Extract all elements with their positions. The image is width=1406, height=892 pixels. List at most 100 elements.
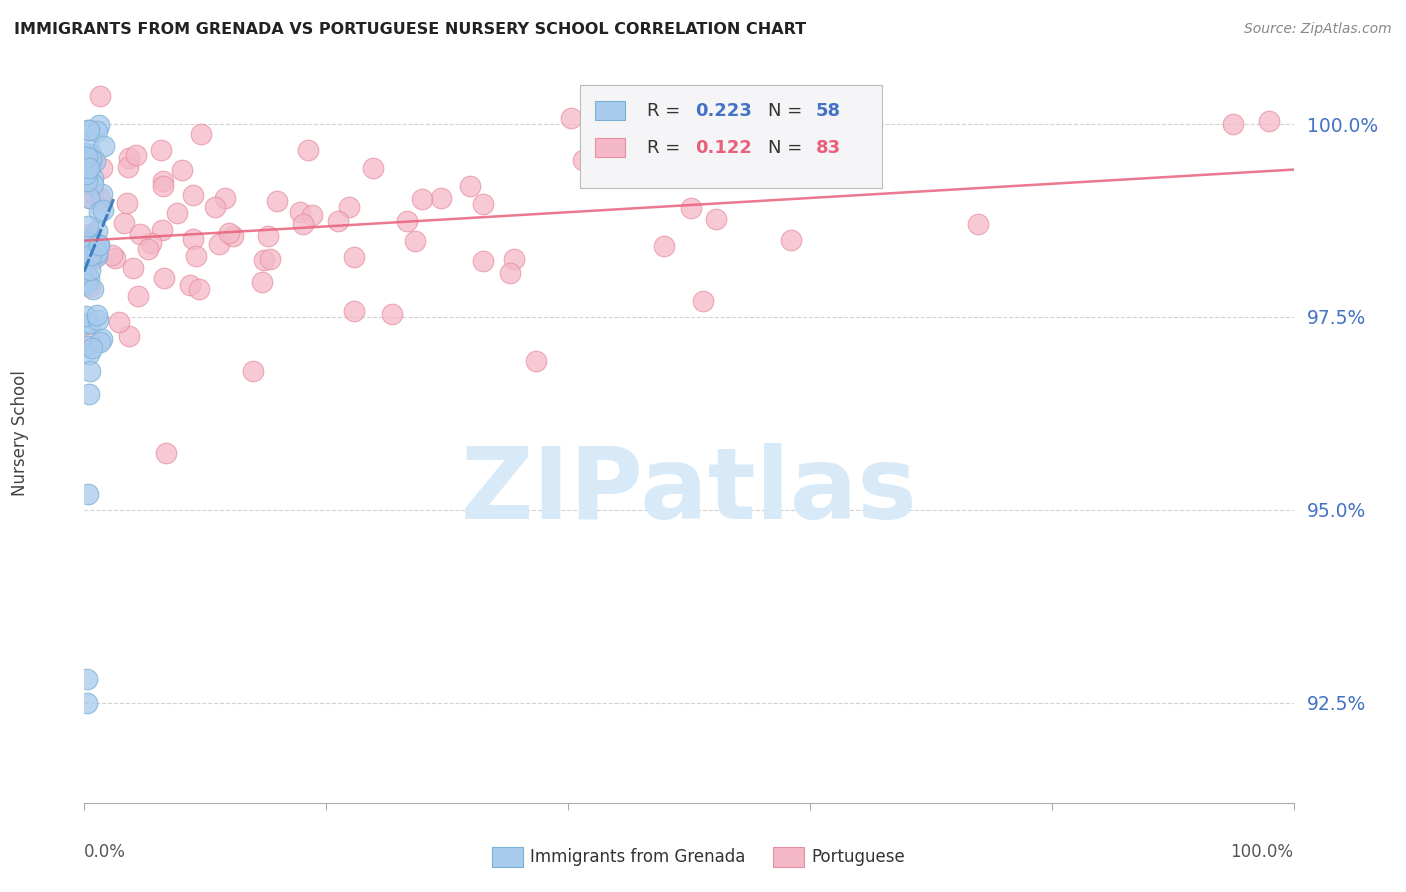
- Point: [141, 235, 163, 250]
- Point: [73, 145, 96, 160]
- Point: [181, 232, 204, 246]
- Point: [153, 271, 176, 285]
- Point: [77, 191, 100, 205]
- Point: [290, 205, 312, 219]
- Point: [654, 239, 676, 253]
- Point: [780, 233, 803, 247]
- Point: [91, 161, 114, 175]
- Point: [112, 216, 135, 230]
- Point: [77, 123, 100, 137]
- Point: [150, 223, 173, 237]
- Point: [100, 248, 122, 262]
- Point: [79, 232, 101, 246]
- Point: [76, 150, 98, 164]
- Point: [458, 178, 481, 193]
- FancyBboxPatch shape: [595, 138, 624, 157]
- Point: [80, 252, 103, 267]
- Point: [104, 251, 127, 265]
- Point: [76, 174, 98, 188]
- Point: [138, 242, 160, 256]
- Point: [80, 248, 103, 262]
- Point: [76, 696, 98, 710]
- Point: [77, 241, 100, 255]
- Point: [150, 143, 173, 157]
- Point: [179, 277, 201, 292]
- Point: [181, 187, 204, 202]
- Text: N =: N =: [768, 102, 807, 120]
- Point: [75, 163, 97, 178]
- Text: Source: ZipAtlas.com: Source: ZipAtlas.com: [1244, 22, 1392, 37]
- Text: 0.122: 0.122: [695, 138, 752, 157]
- Point: [117, 161, 139, 175]
- Point: [77, 235, 100, 249]
- Point: [86, 308, 108, 322]
- Text: ZIPatlas: ZIPatlas: [461, 443, 917, 541]
- Point: [90, 332, 112, 346]
- Point: [127, 288, 149, 302]
- Point: [80, 152, 103, 166]
- Point: [430, 191, 453, 205]
- Point: [76, 158, 98, 172]
- Point: [79, 227, 101, 242]
- Point: [704, 211, 727, 226]
- Point: [93, 139, 115, 153]
- Point: [472, 196, 495, 211]
- Text: R =: R =: [647, 138, 686, 157]
- Point: [252, 275, 274, 289]
- Point: [77, 271, 100, 285]
- Point: [166, 206, 188, 220]
- Point: [76, 277, 98, 291]
- Point: [86, 124, 108, 138]
- Point: [89, 89, 111, 103]
- Point: [87, 238, 110, 252]
- Point: [83, 154, 105, 169]
- Text: N =: N =: [768, 138, 807, 157]
- Point: [343, 303, 366, 318]
- Point: [87, 313, 110, 327]
- Point: [208, 237, 231, 252]
- Point: [75, 309, 97, 323]
- Point: [343, 250, 366, 264]
- Point: [118, 329, 141, 343]
- Point: [86, 246, 108, 260]
- Point: [80, 147, 103, 161]
- Point: [125, 148, 148, 162]
- Point: [77, 347, 100, 361]
- Point: [129, 227, 152, 241]
- Y-axis label: Nursery School: Nursery School: [11, 369, 28, 496]
- Point: [756, 99, 779, 113]
- Point: [79, 280, 101, 294]
- Point: [571, 153, 593, 167]
- Point: [87, 118, 110, 132]
- Point: [692, 293, 714, 308]
- Point: [86, 224, 108, 238]
- Point: [121, 260, 143, 275]
- Point: [77, 161, 100, 176]
- Point: [76, 339, 98, 353]
- Point: [253, 252, 276, 267]
- Point: [259, 252, 281, 267]
- Point: [76, 673, 98, 687]
- Point: [73, 317, 96, 331]
- Point: [658, 158, 681, 172]
- Point: [75, 162, 97, 177]
- Point: [184, 249, 207, 263]
- Point: [170, 163, 193, 178]
- Point: [361, 161, 384, 175]
- Point: [681, 201, 703, 215]
- Point: [328, 214, 350, 228]
- FancyBboxPatch shape: [581, 85, 883, 188]
- Text: 83: 83: [815, 138, 841, 157]
- Point: [396, 214, 419, 228]
- Point: [108, 315, 131, 329]
- Point: [411, 192, 433, 206]
- Point: [579, 165, 602, 179]
- Point: [404, 234, 426, 248]
- Point: [560, 112, 582, 126]
- Text: 0.0%: 0.0%: [84, 843, 127, 861]
- Text: IMMIGRANTS FROM GRENADA VS PORTUGUESE NURSERY SCHOOL CORRELATION CHART: IMMIGRANTS FROM GRENADA VS PORTUGUESE NU…: [14, 22, 806, 37]
- Point: [77, 387, 100, 401]
- Point: [82, 282, 104, 296]
- Point: [87, 237, 110, 252]
- Point: [115, 196, 138, 211]
